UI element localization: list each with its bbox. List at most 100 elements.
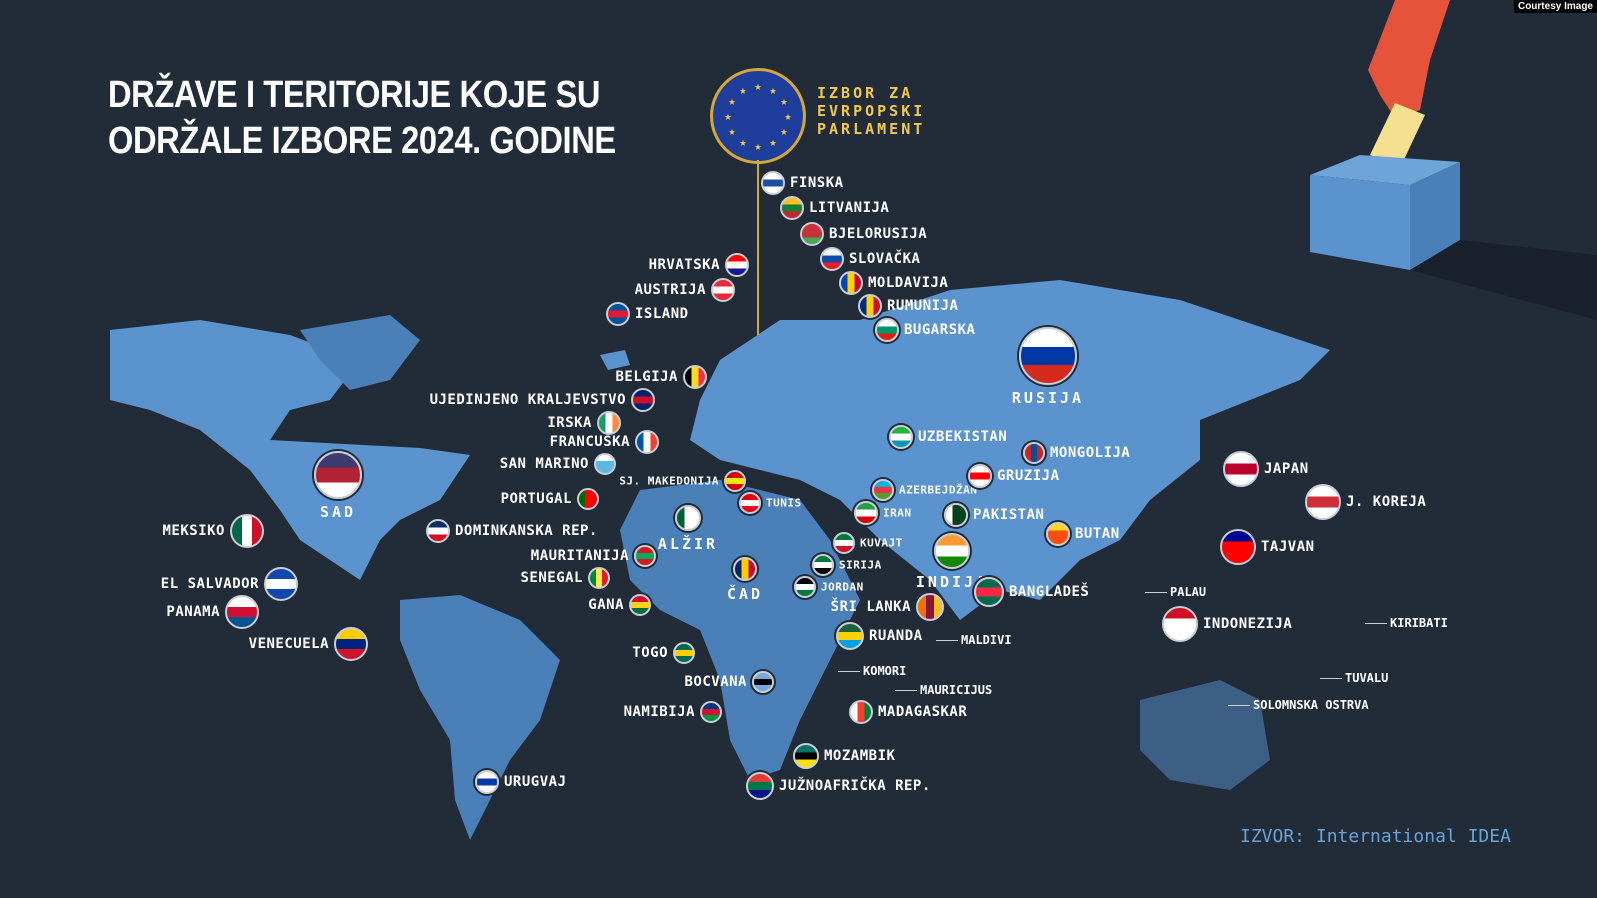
country-label-hrvatska: HRVATSKA xyxy=(648,257,720,273)
flag-uzbekistan-icon xyxy=(889,425,913,449)
south-america xyxy=(400,595,560,840)
country-label-j-koreja: J. KOREJA xyxy=(1346,494,1427,510)
country-label-island: ISLAND xyxy=(635,306,689,322)
country-label-dominkanska-rep: DOMINKANSKA REP. xyxy=(455,523,598,539)
flag-hrvatska-icon xyxy=(725,253,749,277)
flag-belgija-icon xyxy=(683,365,707,389)
country-label-mauritanija: MAURITANIJA xyxy=(530,548,629,564)
country-label-togo: TOGO xyxy=(632,645,668,661)
africa xyxy=(620,480,860,780)
flag-ujedinjeno-kraljevstvo-icon xyxy=(631,388,655,412)
flag-jordan-icon xyxy=(794,576,816,598)
country-label-mongolija: MONGOLIJA xyxy=(1050,445,1131,461)
flag-juznoafricka-rep-icon xyxy=(746,772,774,800)
country-label-belgija: BELGIJA xyxy=(615,369,678,385)
box-shadow xyxy=(1410,240,1597,320)
flag-cad-icon xyxy=(733,557,757,581)
flag-gana-icon xyxy=(629,594,651,616)
country-label-japan: JAPAN xyxy=(1264,461,1309,477)
ballot-paper xyxy=(1370,103,1425,168)
country-label-banglades: BANGLADEŠ xyxy=(1009,584,1090,600)
country-label-sirija: SIRIJA xyxy=(839,558,882,572)
eu-star-icon: ★ xyxy=(754,79,761,93)
country-label-madagaskar: MADAGASKAR xyxy=(878,704,968,720)
territory-label-kiribati: KIRIBATI xyxy=(1365,616,1448,630)
country-label-mozambik: MOZAMBIK xyxy=(824,748,896,764)
country-label-pakistan: PAKISTAN xyxy=(973,507,1045,523)
territory-label-solomnska-ostrva: SOLOMNSKA OSTRVA xyxy=(1228,698,1369,712)
box-side xyxy=(1410,162,1460,270)
eu-star-icon: ★ xyxy=(769,135,776,149)
country-label-gruzija: GRUZIJA xyxy=(997,468,1060,484)
flag-sri-lanka-icon xyxy=(916,593,944,621)
flag-francuska-icon xyxy=(635,430,659,454)
territory-label-mauricijus: MAURICIJUS xyxy=(895,683,992,697)
country-label-urugvaj: URUGVAJ xyxy=(504,774,567,790)
country-label-ruanda: RUANDA xyxy=(869,628,923,644)
flag-finska-icon xyxy=(761,171,785,195)
eu-parliament-label: IZBOR ZA EVRPOPSKI PARLAMENT xyxy=(817,84,925,138)
eu-star-icon: ★ xyxy=(784,109,791,123)
country-label-sj-makedonija: SJ. MAKEDONIJA xyxy=(619,474,719,488)
eu-star-icon: ★ xyxy=(728,94,735,108)
flag-mongolija-icon xyxy=(1023,442,1045,464)
land-masses xyxy=(110,280,1330,840)
country-label-bjelorusija: BJELORUSIJA xyxy=(829,226,928,242)
country-label-moldavija: MOLDAVIJA xyxy=(868,275,949,291)
territory-label-maldivi: MALDIVI xyxy=(936,633,1012,647)
flag-sirija-icon xyxy=(812,554,834,576)
source-note: IZVOR: International IDEA xyxy=(1240,826,1511,847)
flag-austrija-icon xyxy=(711,278,735,302)
flag-bugarska-icon xyxy=(875,318,899,342)
greenland xyxy=(300,315,420,390)
flag-tajvan-icon xyxy=(1220,529,1256,565)
country-label-litvanija: LITVANIJA xyxy=(809,200,890,216)
territory-label-tuvalu: TUVALU xyxy=(1320,671,1388,685)
flag-iran-icon xyxy=(854,501,878,525)
country-label-azerbejdzan: AZERBEJDŽAN xyxy=(899,483,978,497)
flag-el-salvador-icon xyxy=(264,567,298,601)
title-line-2: ODRŽALE IZBORE 2024. GODINE xyxy=(108,120,616,162)
flag-butan-icon xyxy=(1046,522,1070,546)
territory-label-palau: PALAU xyxy=(1145,585,1206,599)
flag-banglades-icon xyxy=(974,577,1004,607)
flag-urugvaj-icon xyxy=(475,770,499,794)
eu-star-icon: ★ xyxy=(728,124,735,138)
eu-star-icon: ★ xyxy=(769,83,776,97)
eu-star-icon: ★ xyxy=(780,124,787,138)
flag-tunis-icon xyxy=(739,492,761,514)
flag-togo-icon xyxy=(673,642,695,664)
flag-moldavija-icon xyxy=(839,271,863,295)
flag-rumunija-icon xyxy=(858,294,882,318)
country-label-el-salvador: EL SALVADOR xyxy=(160,576,259,592)
australia xyxy=(1140,680,1270,790)
country-label-indonezija: INDONEZIJA xyxy=(1203,616,1293,632)
country-label-tunis: TUNIS xyxy=(766,496,802,510)
eu-stars: ★ ★★★★★★★★★★★ xyxy=(724,79,791,153)
flag-portugal-icon xyxy=(577,488,599,510)
country-label-ujedinjeno-kraljevstvo: UJEDINJENO KRALJEVSTVO xyxy=(429,392,626,408)
box-top xyxy=(1310,155,1460,185)
country-label-francuska: FRANCUSKA xyxy=(549,434,630,450)
page-title: DRŽAVE I TERITORIJE KOJE SU ODRŽALE IZBO… xyxy=(108,72,616,164)
europe-asia xyxy=(690,280,1330,620)
eu-star-icon: ★ xyxy=(780,94,787,108)
flag-madagaskar-icon xyxy=(849,700,873,724)
north-america xyxy=(110,320,470,580)
hand xyxy=(1368,0,1450,118)
country-label-rusija: RUSIJA xyxy=(1011,389,1085,407)
flag-pakistan-icon xyxy=(944,503,968,527)
country-label-sri-lanka: ŠRI LANKA xyxy=(830,599,911,615)
flag-sad-icon xyxy=(314,451,362,499)
flag-slovacka-icon xyxy=(820,247,844,271)
country-label-alzir: ALŽIR xyxy=(657,535,719,553)
eu-label-line: PARLAMENT xyxy=(817,120,926,138)
eu-flag-icon: ★ ★ ★ ★ ★ ★ ★ ★ ★ ★ ★ ★ xyxy=(710,68,806,164)
eu-star-icon: ★ xyxy=(739,83,746,97)
country-label-bocvana: BOCVANA xyxy=(684,674,747,690)
country-label-butan: BUTAN xyxy=(1075,526,1120,542)
flag-sj-makedonija-icon xyxy=(724,470,746,492)
eu-star-icon: ★ xyxy=(739,135,746,149)
country-label-indija: INDIJA xyxy=(915,573,989,591)
country-label-rumunija: RUMUNIJA xyxy=(887,298,959,314)
